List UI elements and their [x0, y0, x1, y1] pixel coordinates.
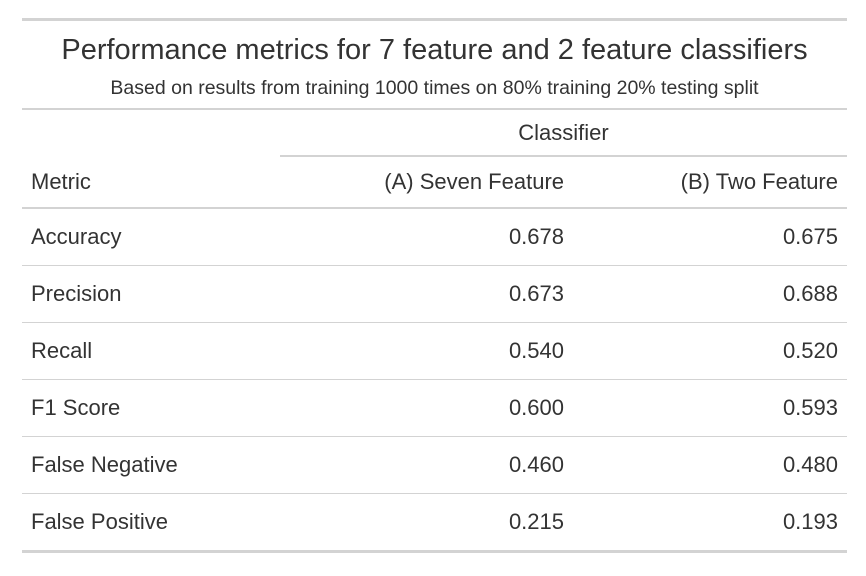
metric-cell: Accuracy: [22, 208, 280, 266]
column-header-seven-feature: (A) Seven Feature: [280, 157, 573, 209]
seven-feature-value: 0.678: [280, 208, 573, 266]
seven-feature-value: 0.460: [280, 436, 573, 494]
table-row: Recall 0.540 0.520: [22, 322, 847, 380]
column-header-row: Metric (A) Seven Feature (B) Two Feature: [22, 157, 847, 209]
two-feature-value: 0.520: [573, 322, 847, 380]
table-row: False Positive 0.215 0.193: [22, 493, 847, 553]
table-row: Precision 0.673 0.688: [22, 265, 847, 323]
metric-cell: Recall: [22, 322, 280, 380]
spanner-row: Classifier: [22, 110, 847, 157]
metric-cell: Precision: [22, 265, 280, 323]
heading-rule: [22, 108, 847, 110]
seven-feature-value: 0.673: [280, 265, 573, 323]
metric-cell: F1 Score: [22, 379, 280, 437]
table-title: Performance metrics for 7 feature and 2 …: [61, 34, 808, 66]
spanner-empty-cell: [22, 110, 280, 157]
metrics-table: Classifier Metric (A) Seven Feature (B) …: [22, 110, 847, 553]
two-feature-value: 0.193: [573, 493, 847, 553]
two-feature-value: 0.675: [573, 208, 847, 266]
seven-feature-value: 0.540: [280, 322, 573, 380]
two-feature-value: 0.688: [573, 265, 847, 323]
two-feature-value: 0.593: [573, 379, 847, 437]
classifier-spanner-label: Classifier: [280, 120, 847, 157]
column-header-two-feature: (B) Two Feature: [573, 157, 847, 209]
table-row: F1 Score 0.600 0.593: [22, 379, 847, 437]
top-rule: [22, 18, 847, 21]
seven-feature-value: 0.215: [280, 493, 573, 553]
column-header-metric: Metric: [22, 157, 280, 209]
two-feature-value: 0.480: [573, 436, 847, 494]
metric-cell: False Positive: [22, 493, 280, 553]
table-row: False Negative 0.460 0.480: [22, 436, 847, 494]
table-row: Accuracy 0.678 0.675: [22, 208, 847, 266]
seven-feature-value: 0.600: [280, 379, 573, 437]
metric-cell: False Negative: [22, 436, 280, 494]
table-subtitle: Based on results from training 1000 time…: [110, 77, 759, 99]
spanner-cell: Classifier: [280, 110, 847, 157]
metrics-table-container: Performance metrics for 7 feature and 2 …: [22, 18, 847, 553]
